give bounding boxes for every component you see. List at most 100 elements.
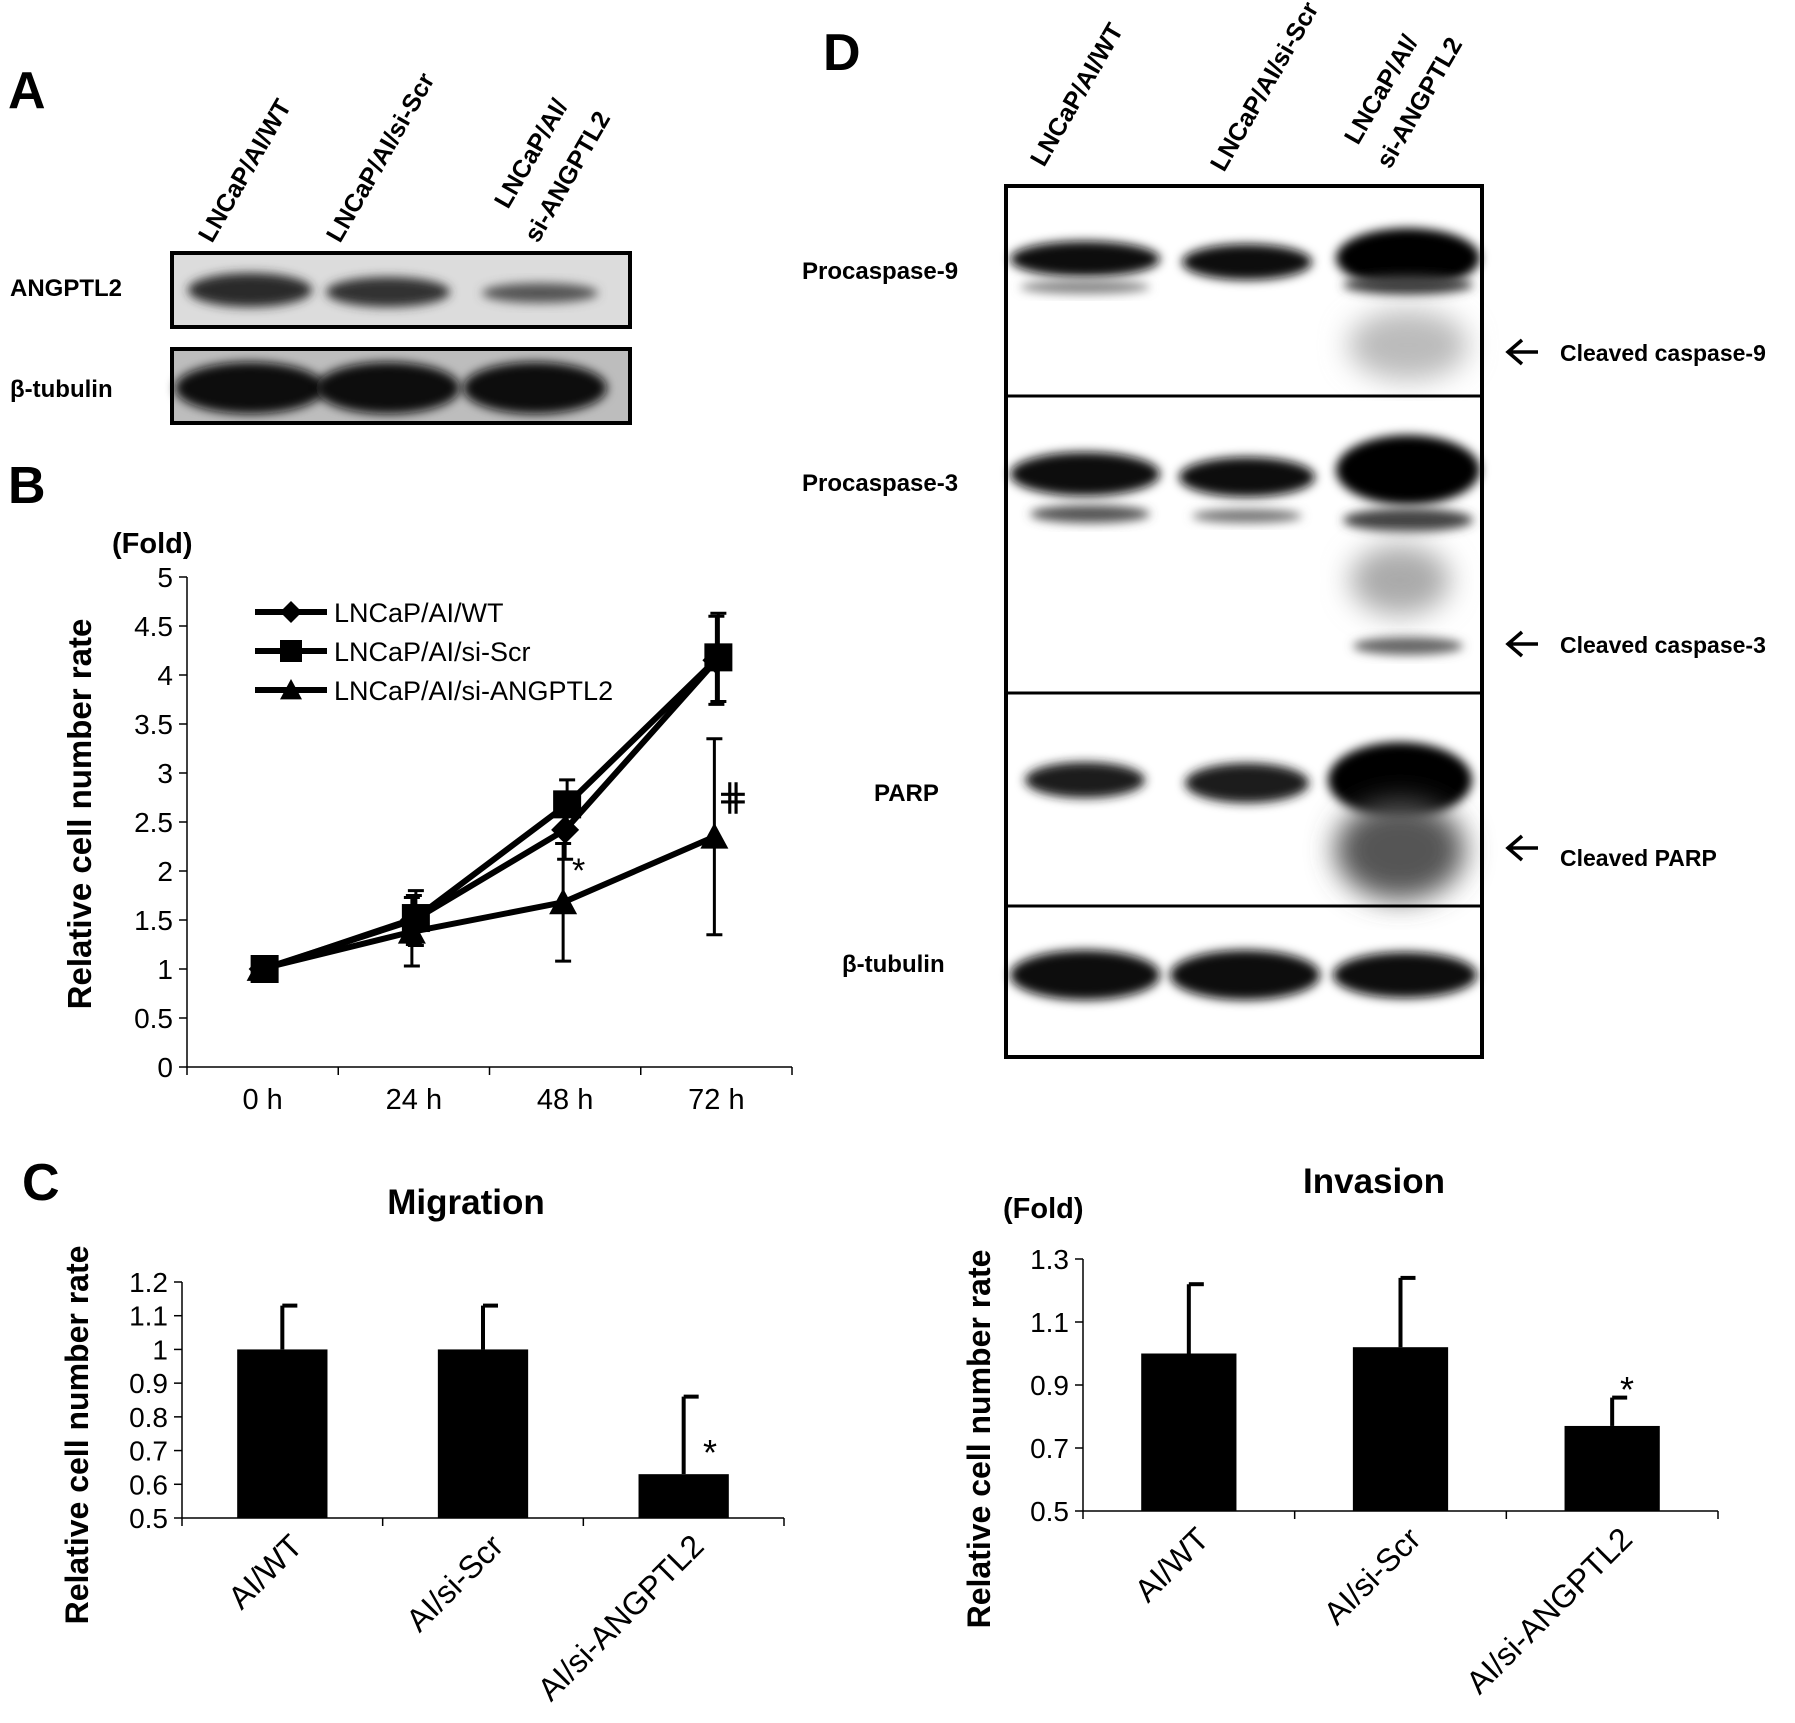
panel-c-letter: C (22, 1154, 60, 1212)
panel-d-lane-label-wt: LNCaP/AI/WT (1025, 19, 1129, 171)
panel-d-tubulin-bands (1010, 950, 1477, 1000)
series-line-lncap-ai-si-scr (263, 655, 721, 972)
cleaved-caspase-3-arrow: Cleaved caspase-3 (1505, 630, 1766, 658)
y-tick-label: 1.5 (134, 905, 173, 936)
y-tick-label: 2 (157, 856, 173, 887)
panel-b-plot-marks (246, 611, 733, 983)
migration-annotation: * (703, 1432, 717, 1473)
panel-d: D LNCaP/AI/WT LNCaP/AI/si-Scr LNCaP/AI/ … (802, 0, 1766, 1059)
x-tick-label: 0 h (242, 1084, 282, 1116)
invasion-bar-ai-wt (1141, 1353, 1237, 1511)
panel-a-lane-label-si-scr: LNCaP/AI/si-Scr (321, 68, 441, 247)
panel-a-letter: A (8, 62, 46, 120)
migration-y-tick-label: 1.2 (129, 1267, 168, 1298)
migration-y-tick-label: 0.8 (129, 1402, 168, 1433)
migration-chart-title: Migration (387, 1183, 544, 1222)
invasion-y-tick-label: 1.3 (1030, 1244, 1069, 1275)
panel-d-row-label-procaspase-3: Procaspase-3 (802, 470, 958, 497)
y-tick-label: 0.5 (134, 1003, 173, 1034)
y-tick-label: 3.5 (134, 709, 173, 740)
y-tick-label: 4 (157, 660, 173, 691)
left-arrow-icon (1505, 630, 1538, 658)
panel-b-legend: LNCaP/AI/WT LNCaP/AI/si-Scr LNCaP/AI/si-AN… (255, 598, 613, 706)
invasion-chart: Invasion (Fold) Relative cell number rat… (961, 1162, 1719, 1701)
panel-a-lane-label-wt: LNCaP/AI/WT (193, 95, 297, 247)
panel-a-blot-angptl2 (170, 251, 632, 329)
panel-a-blot-tubulin (170, 347, 632, 425)
cleaved-caspase-9-label: Cleaved caspase-9 (1560, 340, 1766, 366)
migration-y-tick-label: 0.9 (129, 1368, 168, 1399)
migration-x-tick-label: AI/WT (221, 1527, 309, 1615)
panel-b: B (Fold) Relative cell number rate 0 0.5 1… (8, 457, 793, 1116)
migration-y-tick-label: 1.1 (129, 1301, 168, 1332)
invasion-y-axis-label: Relative cell number rate (961, 1250, 997, 1629)
legend-marker-square (280, 640, 302, 662)
panel-d-lane-label-si-scr: LNCaP/AI/si-Scr (1205, 0, 1325, 176)
invasion-x-tick-label: AI/si-ANGPTL2 (1459, 1520, 1639, 1700)
migration-x-tick-label: AI/si-ANGPTL2 (531, 1527, 711, 1707)
invasion-y-tick-label: 1.1 (1030, 1307, 1069, 1338)
y-tick-label: 1 (157, 954, 173, 985)
x-tick-label: 48 h (537, 1084, 593, 1116)
migration-tick-labels: 0.50.60.70.80.911.11.2 AI/WT AI/si-Scr AI/s… (129, 1267, 711, 1708)
left-arrow-icon (1505, 338, 1538, 366)
migration-y-tick-label: 0.6 (129, 1469, 168, 1500)
invasion-x-tick-label: AI/WT (1127, 1520, 1215, 1608)
data-point-square (704, 643, 733, 672)
x-tick-label: 72 h (688, 1084, 744, 1116)
parp-bands (1025, 742, 1472, 900)
left-arrow-icon (1505, 834, 1538, 862)
invasion-y-tick-label: 0.7 (1030, 1433, 1069, 1464)
panel-b-axes (179, 576, 793, 1075)
data-point-triangle (549, 888, 578, 915)
x-tick-label: 24 h (386, 1084, 442, 1116)
invasion-y-tick-label: 0.5 (1030, 1496, 1069, 1527)
invasion-x-tick-label: AI/si-Scr (1317, 1520, 1428, 1631)
panel-b-annotation-72h: ⋕ (717, 777, 749, 819)
panel-d-row-label-tubulin: β-tubulin (842, 951, 945, 978)
legend-label: LNCaP/AI/si-Scr (334, 637, 531, 667)
panel-d-letter: D (823, 24, 861, 82)
panel-b-unit-label: (Fold) (112, 528, 193, 560)
panel-d-blot (1004, 184, 1484, 1059)
panel-d-row-label-procaspase-9: Procaspase-9 (802, 258, 958, 285)
panel-a-row-label-tubulin: β-tubulin (10, 376, 113, 403)
migration-bar-ai-wt (237, 1349, 328, 1518)
invasion-bars (1141, 1275, 1660, 1511)
panel-b-y-axis-label: Relative cell number rate (61, 619, 98, 1010)
y-tick-label: 5 (157, 562, 173, 593)
migration-bars (237, 1303, 729, 1518)
migration-y-tick-label: 1 (152, 1334, 168, 1365)
migration-bar-ai-si-scr (437, 1349, 529, 1518)
procaspase-3-bands (1010, 435, 1480, 655)
panel-d-row-label-parp: PARP (874, 780, 939, 807)
invasion-bar-ai-si-scr (1352, 1347, 1449, 1511)
migration-x-tick-label: AI/si-Scr (399, 1527, 510, 1638)
data-point-triangle (246, 955, 275, 981)
series-line-lncap-ai-wt (261, 658, 719, 972)
panel-a: A LNCaP/AI/WT LNCaP/AI/si-Scr LNCaP/AI/ … (8, 62, 632, 425)
invasion-y-tick-label: 0.9 (1030, 1370, 1069, 1401)
data-point-square (553, 790, 582, 819)
legend-label: LNCaP/AI/si-ANGPTL2 (334, 676, 613, 706)
migration-chart: Migration Relative cell number rate 0.50… (59, 1183, 785, 1708)
y-tick-label: 2.5 (134, 807, 173, 838)
invasion-unit-label: (Fold) (1003, 1193, 1084, 1225)
invasion-tick-labels: 0.5 0.7 0.9 1.1 1.3 AI/WT AI/si-Scr AI/si-ANGPT… (1030, 1244, 1639, 1701)
panel-c: C Migration Relative cell number rate 0.… (22, 1154, 1719, 1708)
migration-bar-ai-si-angptl2 (638, 1474, 729, 1518)
procaspase-9-bands (1010, 228, 1480, 380)
cleaved-parp-arrow: Cleaved PARP (1505, 834, 1717, 871)
legend-marker-diamond (280, 601, 302, 623)
cleaved-caspase-9-arrow: Cleaved caspase-9 (1505, 338, 1766, 366)
invasion-bar-ai-si-angptl2 (1564, 1425, 1660, 1511)
y-tick-label: 4.5 (134, 611, 173, 642)
legend-marker-triangle (280, 679, 302, 700)
panel-a-row-label-angptl2: ANGPTL2 (10, 275, 122, 302)
y-tick-label: 3 (157, 758, 173, 789)
migration-y-axis-label: Relative cell number rate (59, 1246, 95, 1625)
migration-y-tick-label: 0.5 (129, 1503, 168, 1534)
migration-y-tick-label: 0.7 (129, 1436, 168, 1467)
panel-b-tick-labels: 0 0.5 1 1.5 2 2.5 3 3.5 4 4.5 5 0 h 24 h 48 h 72 h (134, 562, 745, 1116)
